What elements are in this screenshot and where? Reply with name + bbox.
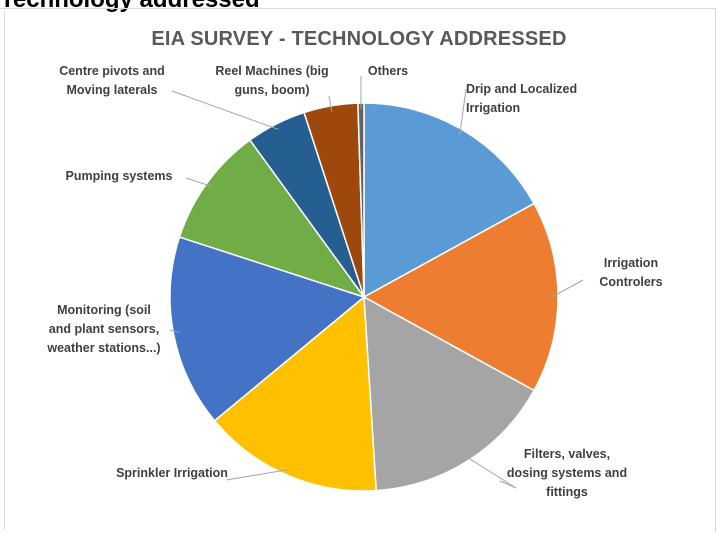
leader-line-1 xyxy=(459,88,467,136)
slice-label-5: Monitoring (soil and plant sensors, weathe… xyxy=(46,303,160,355)
slice-label-1: Drip and Localized Irrigation xyxy=(466,82,577,115)
chart-frame xyxy=(0,8,716,532)
pie-slice-3 xyxy=(363,295,536,492)
pie-slice-6 xyxy=(178,139,366,299)
slice-label-4: Sprinkler Irrigation xyxy=(116,466,228,480)
pie-slice-4 xyxy=(213,295,377,492)
slice-label-6: Pumping systems xyxy=(66,169,173,183)
slice-label-3: Filters, valves, dosing systems and fittin… xyxy=(507,447,627,499)
leader-line-3 xyxy=(464,455,517,489)
leader-lines xyxy=(169,76,584,489)
pie-slice-2 xyxy=(362,202,559,392)
slice-label-9: Others xyxy=(368,64,408,78)
chart-title: EIA SURVEY - TECHNOLOGY ADDRESSED xyxy=(151,28,567,50)
slice-label-8: Reel Machines (big guns, boom) xyxy=(215,64,328,97)
leader-line-7 xyxy=(171,90,279,130)
leader-line-4 xyxy=(225,469,290,481)
leader-line-6 xyxy=(185,177,213,187)
page-heading-fragment: Technology addressed xyxy=(0,0,260,14)
pie-slice-1 xyxy=(363,102,536,299)
leader-line-2 xyxy=(551,279,584,298)
slice-label-7: Centre pivots and Moving laterals xyxy=(59,64,165,97)
pie-slices xyxy=(169,102,559,492)
leader-line-5 xyxy=(169,329,180,333)
slice-label-2: Irrigation Controlers xyxy=(599,256,662,289)
pie-slice-5 xyxy=(169,236,366,422)
slice-labels: Drip and Localized Irrigation Irrigation Co… xyxy=(46,64,662,499)
leader-line-8 xyxy=(328,95,333,112)
chart-frame-left-edge xyxy=(4,10,5,530)
